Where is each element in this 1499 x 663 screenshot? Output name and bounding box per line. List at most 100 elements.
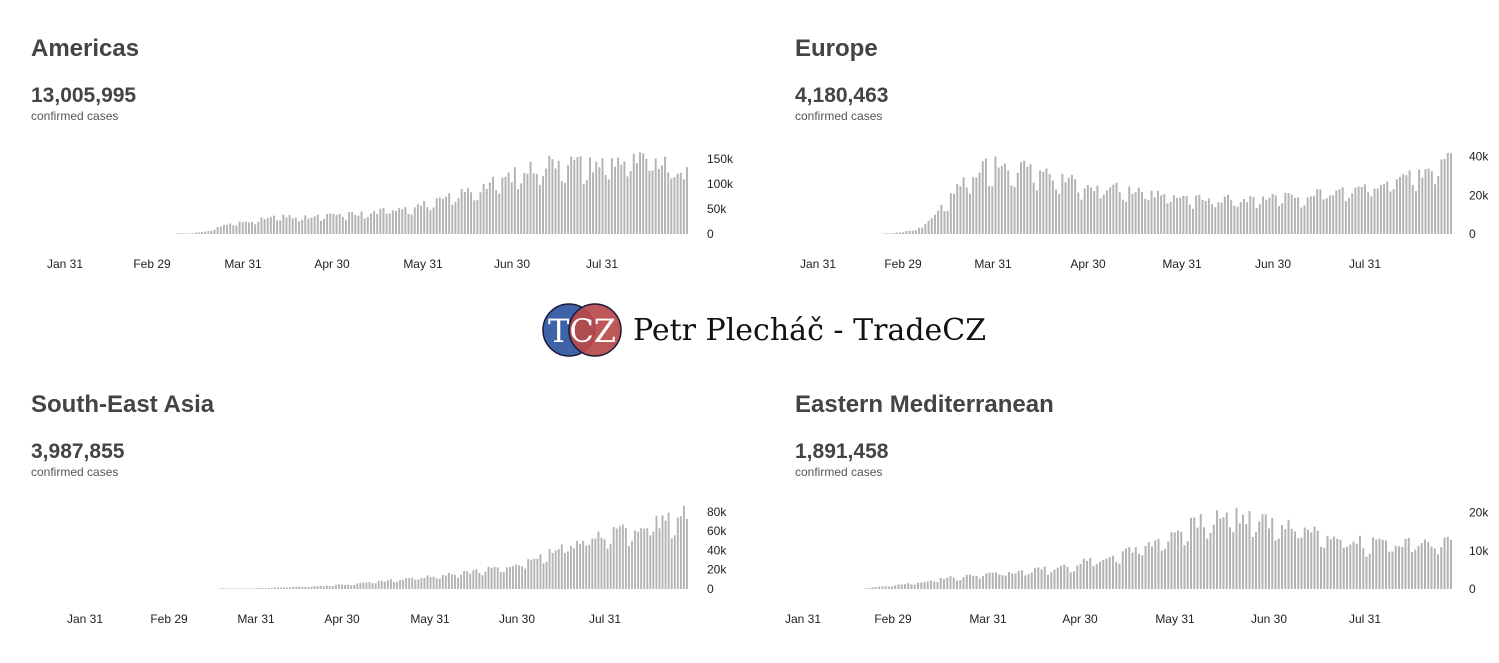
bar xyxy=(322,586,325,589)
bar xyxy=(510,182,513,234)
bar xyxy=(621,524,624,589)
bar xyxy=(1293,197,1296,234)
bar xyxy=(1405,175,1408,234)
bar xyxy=(1151,546,1154,589)
bar xyxy=(676,173,679,234)
bar xyxy=(457,577,459,589)
bar xyxy=(1157,538,1160,589)
bar xyxy=(1446,153,1449,234)
bar xyxy=(254,224,257,234)
bar xyxy=(1427,541,1430,589)
x-tick-label: Feb 29 xyxy=(133,257,171,271)
bar xyxy=(1264,514,1267,589)
bar xyxy=(301,586,304,589)
bar xyxy=(1010,185,1013,234)
bar xyxy=(1306,197,1309,234)
bar xyxy=(595,161,598,234)
bar xyxy=(527,559,530,589)
bar xyxy=(1061,173,1064,234)
bar xyxy=(962,577,965,589)
x-tick-label: Mar 31 xyxy=(237,612,275,626)
bar xyxy=(1391,551,1394,589)
bar xyxy=(1118,563,1121,589)
bar xyxy=(426,575,429,589)
x-tick-label: May 31 xyxy=(1155,612,1195,626)
bar xyxy=(1188,204,1191,234)
bar xyxy=(316,214,319,234)
bar xyxy=(1235,507,1238,589)
bar xyxy=(517,189,519,234)
x-tick-label: Mar 31 xyxy=(224,257,262,271)
bar xyxy=(1251,536,1254,589)
bar xyxy=(280,587,282,589)
bar xyxy=(391,210,394,234)
bar xyxy=(241,222,244,234)
bar xyxy=(1150,190,1153,234)
bar xyxy=(454,201,457,234)
bar xyxy=(654,158,657,234)
bar xyxy=(1147,200,1150,234)
bar xyxy=(1427,168,1430,234)
bar xyxy=(1290,528,1293,589)
bar xyxy=(639,152,642,234)
bar xyxy=(429,210,432,234)
panel-europe: Europe 4,180,463 confirmed cases 40k 20k 0… xyxy=(795,37,1499,307)
bar xyxy=(1160,195,1163,234)
bar xyxy=(1307,529,1310,589)
bar xyxy=(1217,202,1220,234)
bar xyxy=(481,575,484,589)
bar xyxy=(898,232,901,234)
bar xyxy=(657,168,660,234)
bar xyxy=(1284,529,1287,589)
bar xyxy=(1190,517,1193,589)
bar xyxy=(292,586,295,589)
bar xyxy=(991,186,994,234)
bar xyxy=(1212,524,1215,589)
bar xyxy=(887,586,890,589)
x-tick-label: Jan 31 xyxy=(785,612,821,626)
bar xyxy=(357,215,360,234)
bar xyxy=(933,581,936,589)
bar xyxy=(518,565,521,589)
bar xyxy=(902,232,905,234)
bar xyxy=(1368,553,1371,589)
bar xyxy=(515,564,517,589)
bar xyxy=(366,216,369,234)
bar xyxy=(579,543,582,589)
bar xyxy=(542,563,545,589)
bar xyxy=(978,578,981,589)
bar xyxy=(1196,527,1199,589)
bar xyxy=(1249,195,1252,234)
bar xyxy=(454,574,456,589)
bar xyxy=(655,515,658,589)
bar xyxy=(1232,532,1235,589)
bar xyxy=(411,577,414,589)
confirmed-label: confirmed cases xyxy=(795,465,883,479)
bar xyxy=(1411,551,1414,589)
tcz-logo-icon: TCZ xyxy=(542,303,622,357)
watermark: TCZ Petr Plecháč - TradeCZ xyxy=(541,302,986,358)
bar xyxy=(667,172,670,234)
bar xyxy=(972,575,975,589)
bar xyxy=(946,210,949,234)
bar xyxy=(304,586,307,589)
bar xyxy=(1355,543,1358,589)
bar xyxy=(910,584,913,589)
bar xyxy=(1414,191,1417,234)
bar xyxy=(1166,203,1169,234)
bar xyxy=(1008,572,1011,589)
bar xyxy=(598,167,601,234)
bar xyxy=(897,584,900,589)
bar xyxy=(1016,172,1019,234)
bar xyxy=(496,567,499,589)
x-tick-label: Feb 29 xyxy=(874,612,912,626)
bar xyxy=(670,538,673,589)
bar xyxy=(1058,194,1061,234)
bar xyxy=(1086,560,1089,589)
bar xyxy=(1376,188,1379,234)
bar xyxy=(204,231,207,234)
bar xyxy=(360,211,363,234)
bar xyxy=(495,190,498,234)
bar xyxy=(1346,546,1349,589)
bar xyxy=(295,586,298,589)
